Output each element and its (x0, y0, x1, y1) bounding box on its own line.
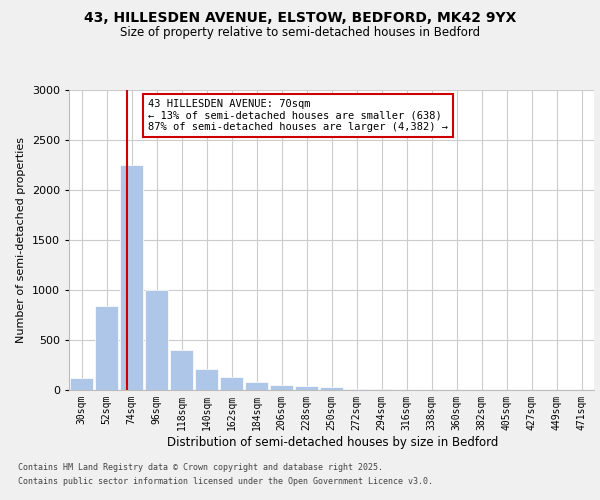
Bar (120, 165, 143, 390)
Bar (345, 388, 368, 390)
Bar (195, 369, 218, 390)
Bar (270, 384, 293, 390)
Bar (370, 389, 393, 390)
Text: Distribution of semi-detached houses by size in Bedford: Distribution of semi-detached houses by … (167, 436, 499, 449)
Bar (70, 378, 93, 390)
Text: Size of property relative to semi-detached houses in Bedford: Size of property relative to semi-detach… (120, 26, 480, 39)
Bar (170, 350, 193, 390)
Text: 43, HILLESDEN AVENUE, ELSTOW, BEDFORD, MK42 9YX: 43, HILLESDEN AVENUE, ELSTOW, BEDFORD, M… (84, 10, 516, 24)
Bar (220, 377, 243, 390)
Y-axis label: Number of semi-detached properties: Number of semi-detached properties (16, 137, 26, 343)
Text: Contains HM Land Registry data © Crown copyright and database right 2025.: Contains HM Land Registry data © Crown c… (18, 463, 383, 472)
Bar (95, 306, 118, 390)
Bar (295, 386, 318, 390)
Bar (320, 387, 343, 390)
Text: Contains public sector information licensed under the Open Government Licence v3: Contains public sector information licen… (18, 476, 433, 486)
Text: 43 HILLESDEN AVENUE: 70sqm
← 13% of semi-detached houses are smaller (638)
87% o: 43 HILLESDEN AVENUE: 70sqm ← 13% of semi… (148, 99, 448, 132)
Bar (145, 290, 168, 390)
Bar (245, 382, 268, 390)
